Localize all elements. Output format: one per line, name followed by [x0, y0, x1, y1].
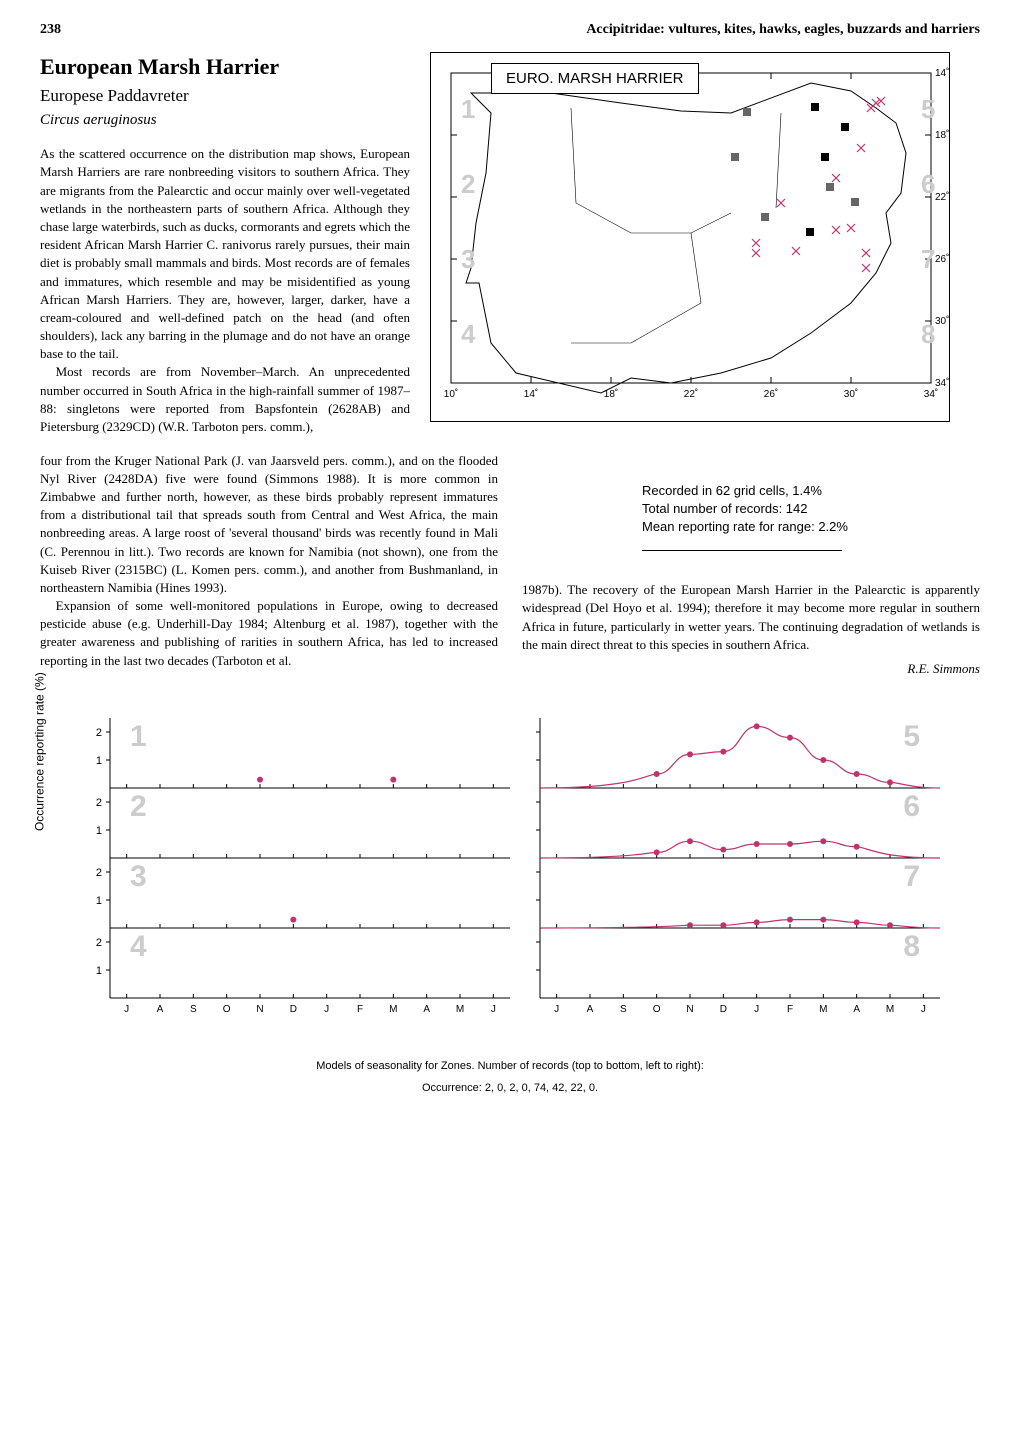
svg-text:14˚: 14˚ [935, 67, 949, 79]
species-afrikaans: Europese Paddavreter [40, 84, 410, 108]
svg-text:O: O [653, 1004, 661, 1015]
svg-text:5: 5 [903, 720, 920, 753]
seasonality-chart: Occurrence reporting rate (%) 1211221231… [50, 708, 970, 1096]
svg-text:1: 1 [96, 895, 102, 907]
author: R.E. Simmons [522, 660, 980, 678]
y-axis-label: Occurrence reporting rate (%) [32, 672, 49, 831]
map-title: EURO. MARSH HARRIER [491, 63, 699, 94]
svg-text:M: M [389, 1004, 397, 1015]
svg-text:D: D [720, 1004, 727, 1015]
svg-text:S: S [190, 1004, 197, 1015]
svg-text:1: 1 [96, 755, 102, 767]
stats-divider [642, 550, 842, 551]
svg-text:F: F [357, 1004, 363, 1015]
species-scientific: Circus aeruginosus [40, 110, 410, 131]
svg-text:4: 4 [461, 319, 476, 349]
svg-text:M: M [886, 1004, 894, 1015]
svg-text:1: 1 [96, 965, 102, 977]
svg-text:22˚: 22˚ [684, 388, 698, 400]
paragraph-4: Expansion of some well-monitored populat… [40, 597, 498, 670]
svg-text:14˚: 14˚ [524, 388, 538, 400]
stats-line-3: Mean reporting rate for range: 2.2% [642, 518, 980, 536]
svg-text:M: M [819, 1004, 827, 1015]
svg-text:18˚: 18˚ [935, 129, 949, 141]
svg-text:J: J [554, 1004, 559, 1015]
svg-text:2: 2 [461, 169, 475, 199]
svg-text:2: 2 [96, 727, 102, 739]
svg-text:2: 2 [130, 790, 147, 823]
svg-text:1: 1 [461, 94, 475, 124]
svg-text:7: 7 [921, 244, 935, 274]
caption-1: Models of seasonality for Zones. Number … [50, 1059, 970, 1074]
svg-text:30˚: 30˚ [844, 388, 858, 400]
stats-line-2: Total number of records: 142 [642, 500, 980, 518]
svg-text:J: J [124, 1004, 129, 1015]
paragraph-1: As the scattered occurrence on the distr… [40, 145, 410, 363]
stats-line-1: Recorded in 62 grid cells, 1.4% [642, 482, 980, 500]
svg-text:18˚: 18˚ [604, 388, 618, 400]
distribution-map: EURO. MARSH HARRIER 10˚14˚18˚22˚26˚30˚34… [430, 52, 950, 422]
svg-text:1: 1 [130, 720, 147, 753]
svg-text:34˚: 34˚ [924, 388, 938, 400]
svg-text:3: 3 [130, 860, 147, 893]
svg-text:O: O [223, 1004, 231, 1015]
svg-text:7: 7 [903, 860, 920, 893]
stats-box: Recorded in 62 grid cells, 1.4% Total nu… [642, 482, 980, 552]
paragraph-2: Most records are from November–March. An… [40, 363, 410, 436]
svg-text:A: A [587, 1004, 594, 1015]
species-title: European Marsh Harrier [40, 52, 410, 83]
svg-text:22˚: 22˚ [935, 191, 949, 203]
svg-text:1: 1 [96, 825, 102, 837]
svg-text:5: 5 [921, 94, 935, 124]
svg-text:2: 2 [96, 797, 102, 809]
section-title: Accipitridae: vultures, kites, hawks, ea… [586, 20, 980, 40]
svg-text:N: N [256, 1004, 263, 1015]
svg-text:26˚: 26˚ [764, 388, 778, 400]
svg-text:6: 6 [921, 169, 935, 199]
svg-text:J: J [324, 1004, 329, 1015]
svg-text:2: 2 [96, 867, 102, 879]
svg-text:M: M [456, 1004, 464, 1015]
svg-text:30˚: 30˚ [935, 315, 949, 327]
svg-text:26˚: 26˚ [935, 253, 949, 265]
svg-text:J: J [754, 1004, 759, 1015]
svg-text:F: F [787, 1004, 793, 1015]
svg-text:J: J [921, 1004, 926, 1015]
svg-text:A: A [853, 1004, 860, 1015]
svg-text:D: D [290, 1004, 297, 1015]
svg-text:A: A [157, 1004, 164, 1015]
svg-text:34˚: 34˚ [935, 377, 949, 389]
page-number: 238 [40, 20, 61, 40]
svg-text:S: S [620, 1004, 627, 1015]
paragraph-5: 1987b). The recovery of the European Mar… [522, 581, 980, 654]
paragraph-3: four from the Kruger National Park (J. v… [40, 452, 498, 598]
svg-text:2: 2 [96, 937, 102, 949]
caption-2: Occurrence: 2, 0, 2, 0, 74, 42, 22, 0. [50, 1081, 970, 1096]
svg-text:3: 3 [461, 244, 475, 274]
svg-text:8: 8 [921, 319, 935, 349]
svg-text:J: J [491, 1004, 496, 1015]
svg-text:A: A [423, 1004, 430, 1015]
svg-text:10˚: 10˚ [444, 388, 458, 400]
svg-text:N: N [686, 1004, 693, 1015]
svg-text:6: 6 [903, 790, 920, 823]
svg-text:8: 8 [903, 930, 920, 963]
svg-text:4: 4 [130, 930, 147, 963]
